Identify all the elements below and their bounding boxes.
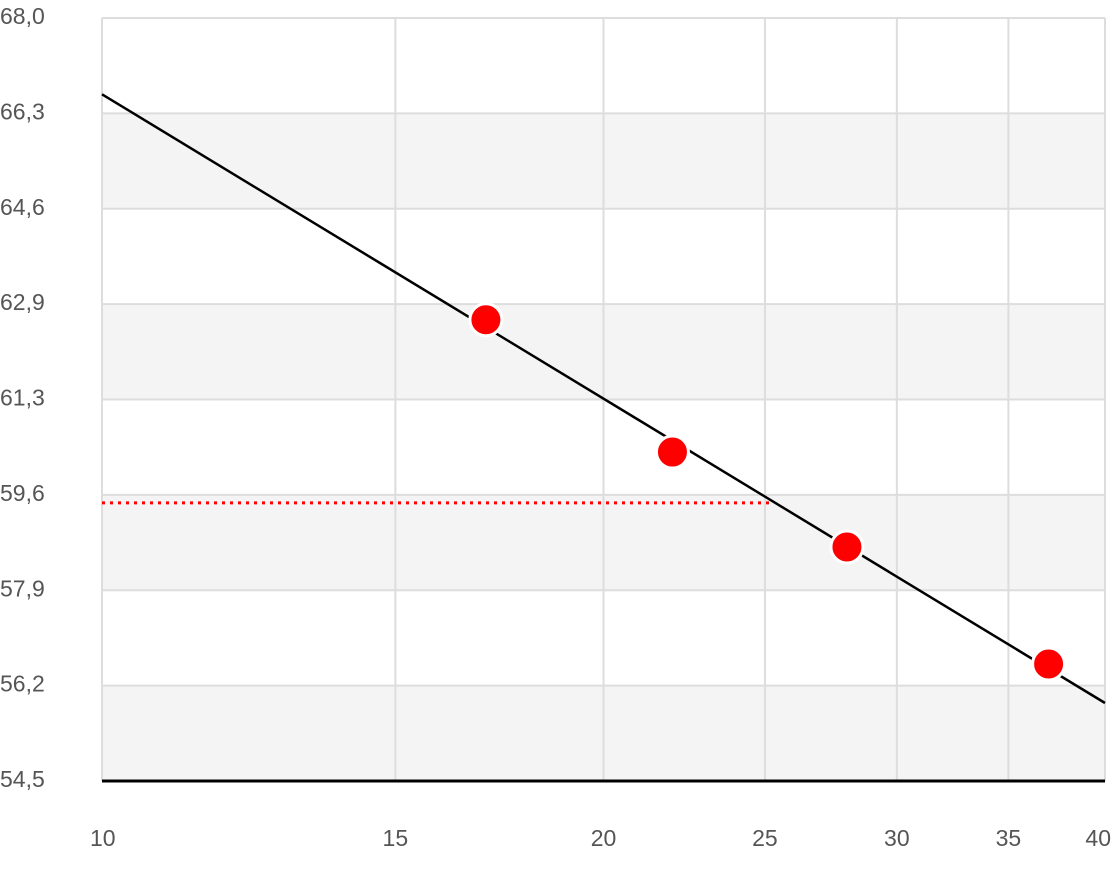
y-tick-label: 64,6 — [0, 194, 45, 220]
y-tick-label: 68,0 — [0, 3, 45, 29]
y-tick-label: 56,2 — [0, 671, 45, 697]
y-tick-label: 66,3 — [0, 98, 45, 124]
data-point — [654, 434, 690, 470]
x-tick-label: 10 — [90, 825, 116, 851]
y-tick-label: 62,9 — [0, 289, 45, 315]
x-tick-label: 25 — [752, 825, 778, 851]
data-point — [1031, 646, 1067, 682]
trend-line — [101, 93, 1106, 705]
x-tick-label: 30 — [884, 825, 910, 851]
y-tick-label: 54,5 — [0, 766, 45, 792]
x-tick-label: 20 — [591, 825, 617, 851]
data-point — [468, 302, 504, 338]
y-tick-label: 57,9 — [0, 575, 45, 601]
x-tick-label: 35 — [996, 825, 1022, 851]
data-point — [829, 529, 865, 565]
x-tick-label: 40 — [1085, 825, 1111, 851]
y-tick-label: 61,3 — [0, 385, 45, 411]
x-tick-label: 15 — [383, 825, 409, 851]
y-tick-label: 59,6 — [0, 480, 45, 506]
